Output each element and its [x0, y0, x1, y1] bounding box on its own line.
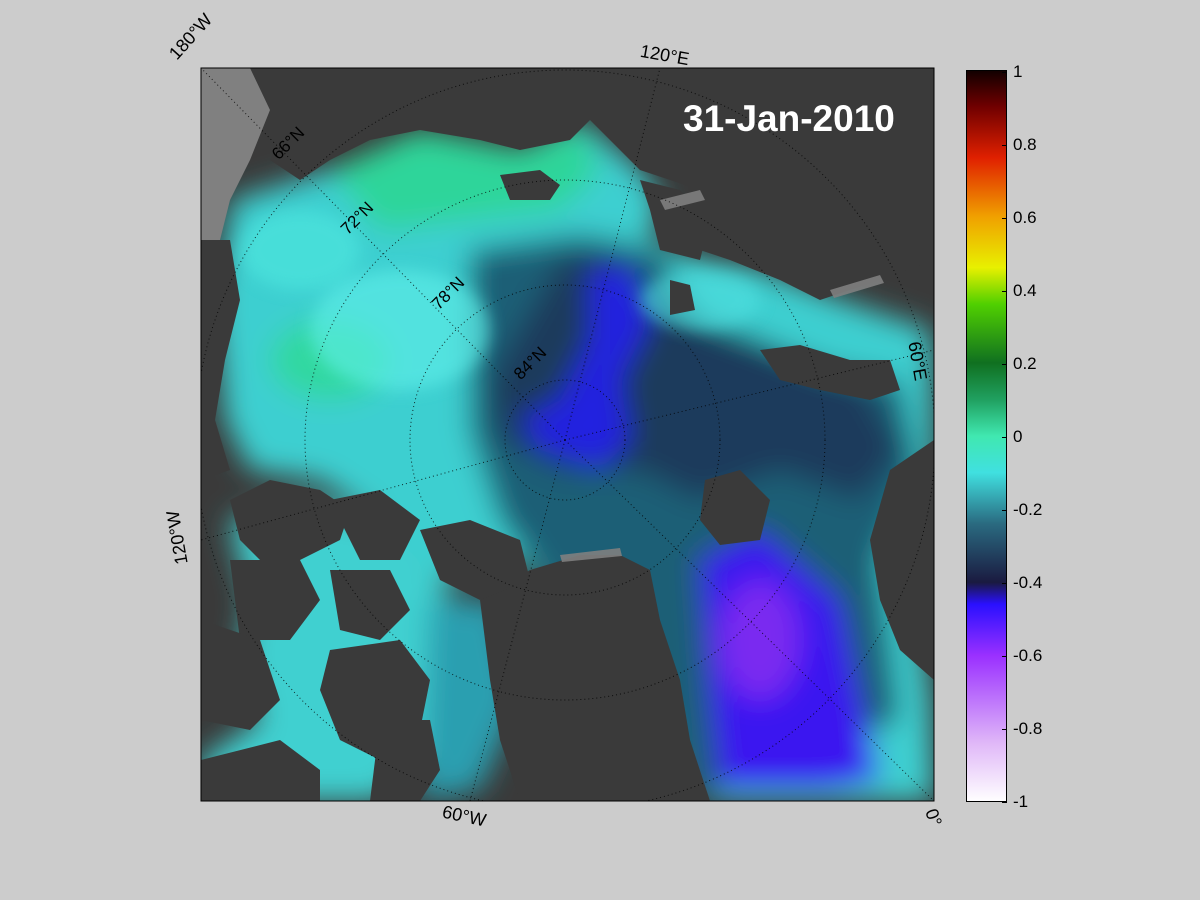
colorbar-tick-mark	[1002, 656, 1007, 657]
colorbar-tick-label: -0.2	[1013, 500, 1043, 519]
colorbar-tick-mark	[1002, 291, 1007, 292]
colorbar-tick-mark	[1002, 364, 1007, 365]
colorbar-tick-mark	[1002, 729, 1007, 730]
colorbar-tick-mark	[1002, 437, 1007, 438]
colorbar-tick-mark	[1002, 583, 1007, 584]
graticule	[201, 68, 934, 801]
colorbar-tick-label: -0.8	[1013, 719, 1043, 738]
colorbar-tick-label: -0.4	[1013, 573, 1043, 592]
colorbar-tick-mark	[1002, 510, 1007, 511]
date-title: 31-Jan-2010	[683, 98, 895, 139]
ice-shelf-gray	[201, 68, 270, 240]
colorbar-tick-mark	[1002, 802, 1007, 803]
colorbar-tick-label: -0.6	[1013, 646, 1043, 665]
colorbar-tick-label: 0.4	[1013, 281, 1037, 300]
colorbar-tick-label: 0	[1013, 427, 1023, 446]
map-frame	[200, 67, 935, 802]
land-masses	[201, 68, 934, 801]
colorbar-tick-label: 1	[1013, 62, 1023, 81]
colorbar-tick-label: 0.6	[1013, 208, 1037, 227]
colorbar-tick-label: 0.8	[1013, 135, 1037, 154]
colorbar-tick-mark	[1002, 72, 1007, 73]
colorbar	[966, 70, 1007, 802]
colorbar-tick-mark	[1002, 145, 1007, 146]
colorbar-tick-label: -1	[1013, 792, 1029, 811]
colorbar-tick-mark	[1002, 218, 1007, 219]
colorbar-tick-label: 0.2	[1013, 354, 1037, 373]
colorbar-fill	[966, 70, 1007, 802]
